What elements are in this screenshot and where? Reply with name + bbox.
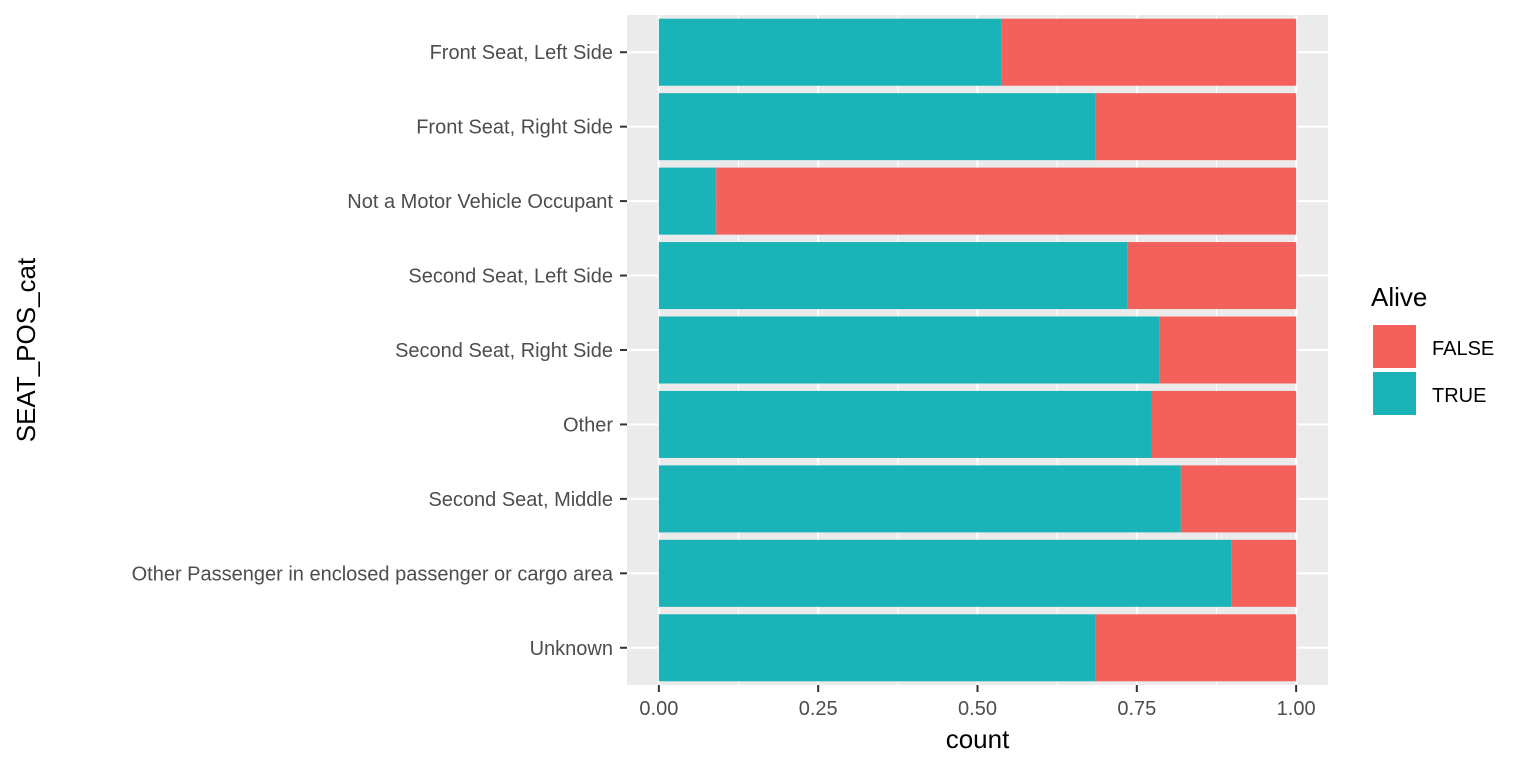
bar-true [658,539,1232,607]
bars [658,18,1297,682]
x-tick-label: 0.50 [958,698,997,720]
y-tick-label: Other [563,414,613,436]
bar-false [1095,614,1297,682]
y-tick-label: Not a Motor Vehicle Occupant [347,191,613,213]
bar-true [658,316,1160,384]
bar-true [658,465,1181,533]
legend-label-true: TRUE [1432,385,1486,407]
y-tick-label: Unknown [530,638,613,660]
y-tick-label: Other Passenger in enclosed passenger or… [132,563,614,585]
y-axis-title: SEAT_POS_cat [11,257,41,442]
x-tick-label: 0.00 [639,698,678,720]
x-tick-label: 1.00 [1277,698,1316,720]
legend-title: Alive [1371,282,1427,312]
x-axis: 0.00 0.25 0.50 0.75 1.00 [639,685,1316,720]
bar-false [1001,18,1297,86]
y-tick-label: Front Seat, Right Side [416,117,613,139]
y-tick-label: Second Seat, Right Side [395,340,613,362]
legend: Alive FALSE TRUE [1371,282,1494,415]
bar-false [1231,539,1297,607]
legend-label-false: FALSE [1432,338,1494,360]
bar-false [1127,242,1297,310]
legend-swatch-true [1373,372,1416,415]
y-tick-label: Second Seat, Left Side [408,266,613,288]
bar-false [1159,316,1297,384]
bar-true [658,390,1152,458]
x-axis-title: count [946,724,1010,754]
legend-swatch-false [1373,325,1416,368]
y-tick-label: Second Seat, Middle [428,489,613,511]
bar-false [1180,465,1297,533]
bar-false [716,167,1297,235]
bar-true [658,614,1096,682]
y-axis: Front Seat, Left Side Front Seat, Right S… [132,42,627,660]
bar-true [658,167,717,235]
x-tick-label: 0.75 [1117,698,1156,720]
bar-false [1151,390,1297,458]
x-tick-label: 0.25 [799,698,838,720]
bar-true [658,18,1002,86]
y-tick-label: Front Seat, Left Side [430,42,613,64]
bar-false [1095,93,1297,161]
bar-true [658,242,1128,310]
bar-true [658,93,1096,161]
